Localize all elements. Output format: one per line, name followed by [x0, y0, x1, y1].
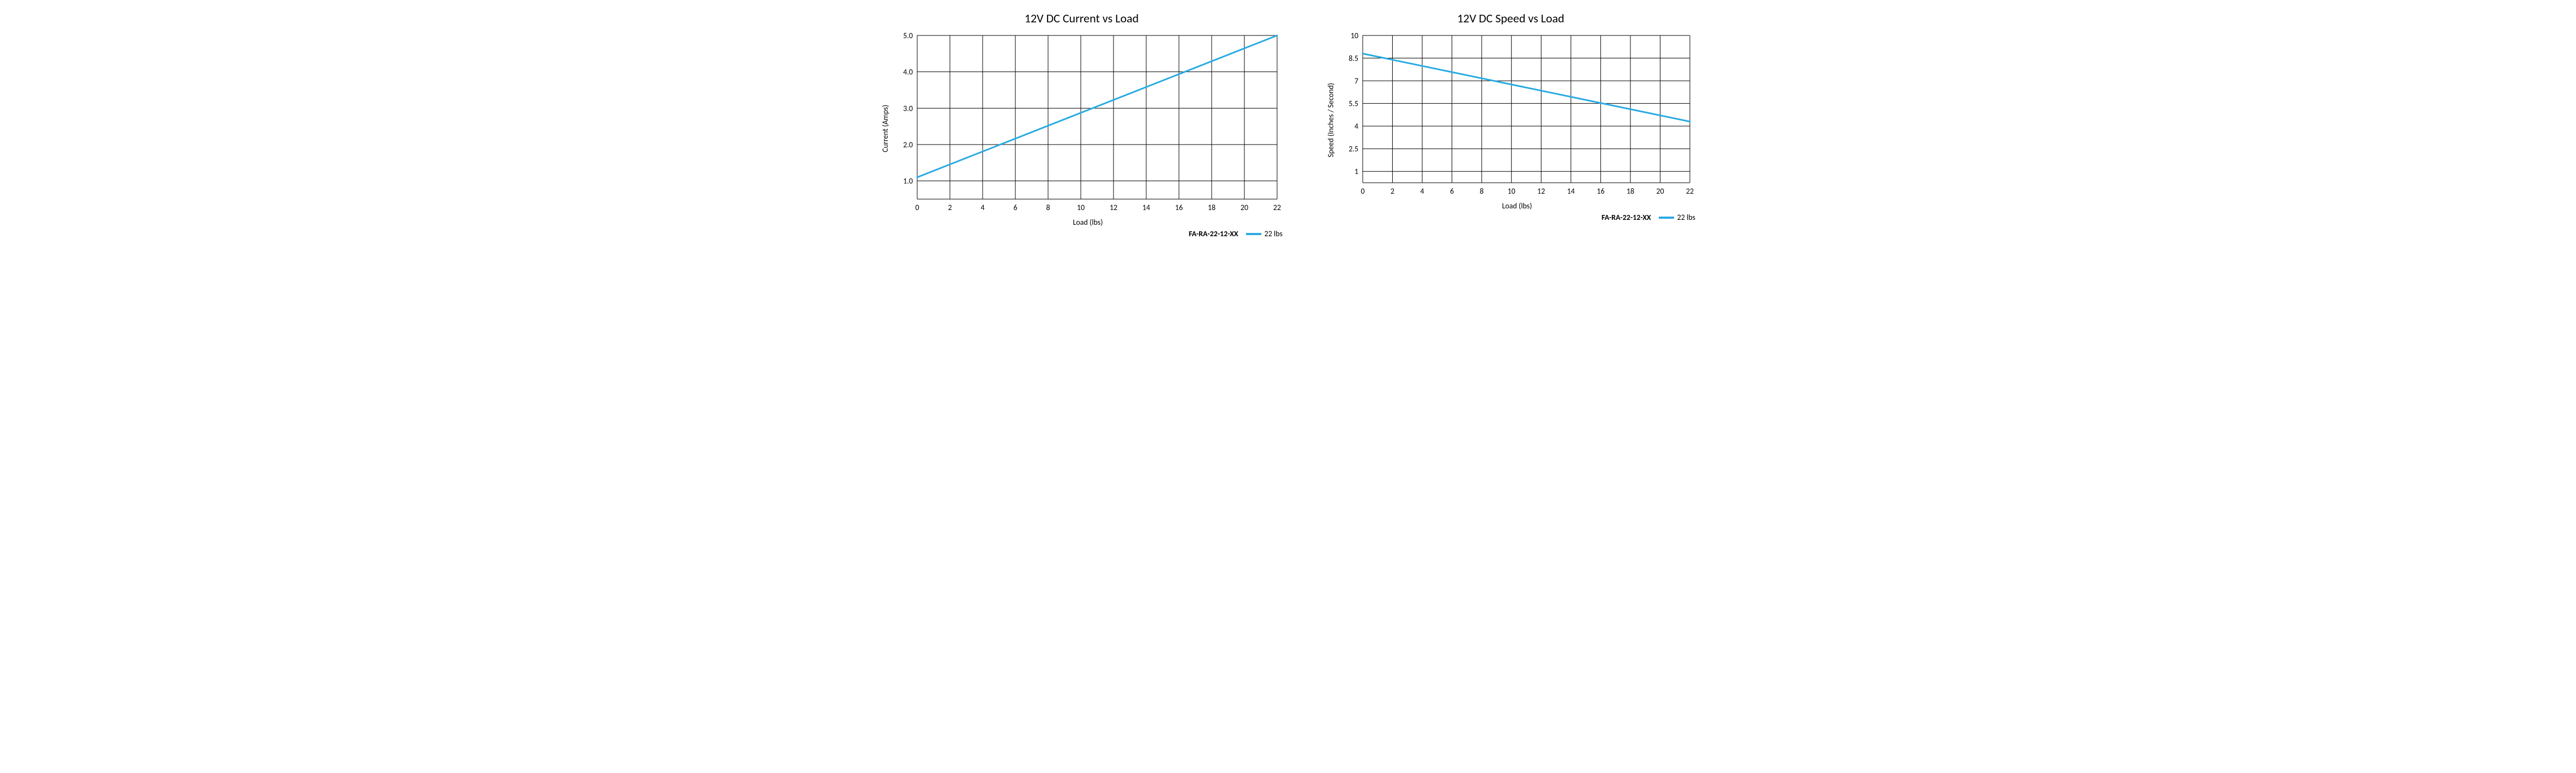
svg-text:5.5: 5.5: [1349, 99, 1358, 109]
legend-row: FA-RA-22-12-XX 22 lbs: [881, 229, 1283, 238]
svg-text:14: 14: [1142, 203, 1150, 212]
legend-label: 22 lbs: [1677, 213, 1695, 222]
chart-body: Current (Amps) 0 2 4 6 8 10 12 14 16 18 20 22 1.0 2.0…: [881, 30, 1283, 227]
svg-text:8.5: 8.5: [1349, 54, 1358, 63]
svg-text:4: 4: [980, 203, 984, 212]
chart-body: Speed (Inches / Second) 0246810121416182…: [1326, 30, 1695, 211]
chart-current-vs-load: 12V DC Current vs Load Current (Amps) 0 2…: [881, 11, 1283, 238]
chart-svg: 0 2 4 6 8 10 12 14 16 18 20 22 1 2.5 4 5.5 7 8.5 10: [1339, 30, 1695, 198]
svg-text:1: 1: [1355, 167, 1358, 176]
svg-text:0: 0: [1361, 187, 1364, 196]
svg-text:22: 22: [1686, 187, 1694, 196]
svg-text:7: 7: [1355, 76, 1358, 86]
chart-title: 12V DC Current vs Load: [1025, 11, 1139, 26]
svg-text:16: 16: [1597, 187, 1604, 196]
svg-text:2.0: 2.0: [903, 140, 913, 149]
svg-text:0: 0: [915, 203, 919, 212]
legend-row: FA-RA-22-12-XX 22 lbs: [1326, 213, 1695, 222]
svg-text:12: 12: [1537, 187, 1545, 196]
y-axis-label: Current (Amps): [881, 105, 890, 152]
svg-text:5.0: 5.0: [903, 31, 913, 40]
svg-text:20: 20: [1656, 187, 1664, 196]
x-axis-label: Load (lbs): [1502, 201, 1532, 211]
chart-svg: 0 2 4 6 8 10 12 14 16 18 20 22 1.0 2.0 3.0 4.0 5.0: [893, 30, 1283, 214]
svg-text:2: 2: [1391, 187, 1394, 196]
legend-swatch: [1659, 217, 1674, 219]
svg-text:4: 4: [1421, 187, 1424, 196]
svg-text:10: 10: [1077, 203, 1085, 212]
svg-text:10: 10: [1508, 187, 1515, 196]
svg-text:4.0: 4.0: [903, 68, 913, 77]
svg-text:3.0: 3.0: [903, 104, 913, 113]
chart-speed-vs-load: 12V DC Speed vs Load Speed (Inches / Sec…: [1326, 11, 1695, 222]
svg-text:14: 14: [1567, 187, 1575, 196]
svg-text:10: 10: [1351, 31, 1358, 40]
svg-text:16: 16: [1175, 203, 1183, 212]
svg-text:6: 6: [1450, 187, 1454, 196]
legend-label: 22 lbs: [1265, 229, 1283, 238]
svg-text:2: 2: [948, 203, 952, 212]
svg-text:1.0: 1.0: [903, 177, 913, 186]
plot-column: 0 2 4 6 8 10 12 14 16 18 20 22 1 2.5 4 5.5 7 8.5 10 Load (…: [1339, 30, 1695, 211]
legend-model: FA-RA-22-12-XX: [1602, 213, 1651, 222]
svg-text:8: 8: [1480, 187, 1484, 196]
legend-model: FA-RA-22-12-XX: [1189, 229, 1238, 238]
legend-swatch: [1246, 233, 1261, 235]
svg-text:2.5: 2.5: [1349, 145, 1358, 154]
legend-item: 22 lbs: [1659, 213, 1695, 222]
svg-text:8: 8: [1046, 203, 1050, 212]
y-axis-label: Speed (Inches / Second): [1326, 83, 1335, 157]
svg-text:6: 6: [1013, 203, 1017, 212]
chart-title: 12V DC Speed vs Load: [1457, 11, 1564, 26]
svg-text:18: 18: [1627, 187, 1634, 196]
svg-text:22: 22: [1273, 203, 1281, 212]
x-axis-label: Load (lbs): [1073, 218, 1103, 227]
svg-text:12: 12: [1110, 203, 1117, 212]
svg-text:20: 20: [1241, 203, 1248, 212]
legend-item: 22 lbs: [1246, 229, 1283, 238]
svg-text:18: 18: [1208, 203, 1215, 212]
svg-text:4: 4: [1355, 122, 1358, 131]
plot-column: 0 2 4 6 8 10 12 14 16 18 20 22 1.0 2.0 3.0 4.0 5.0 Load …: [893, 30, 1283, 227]
